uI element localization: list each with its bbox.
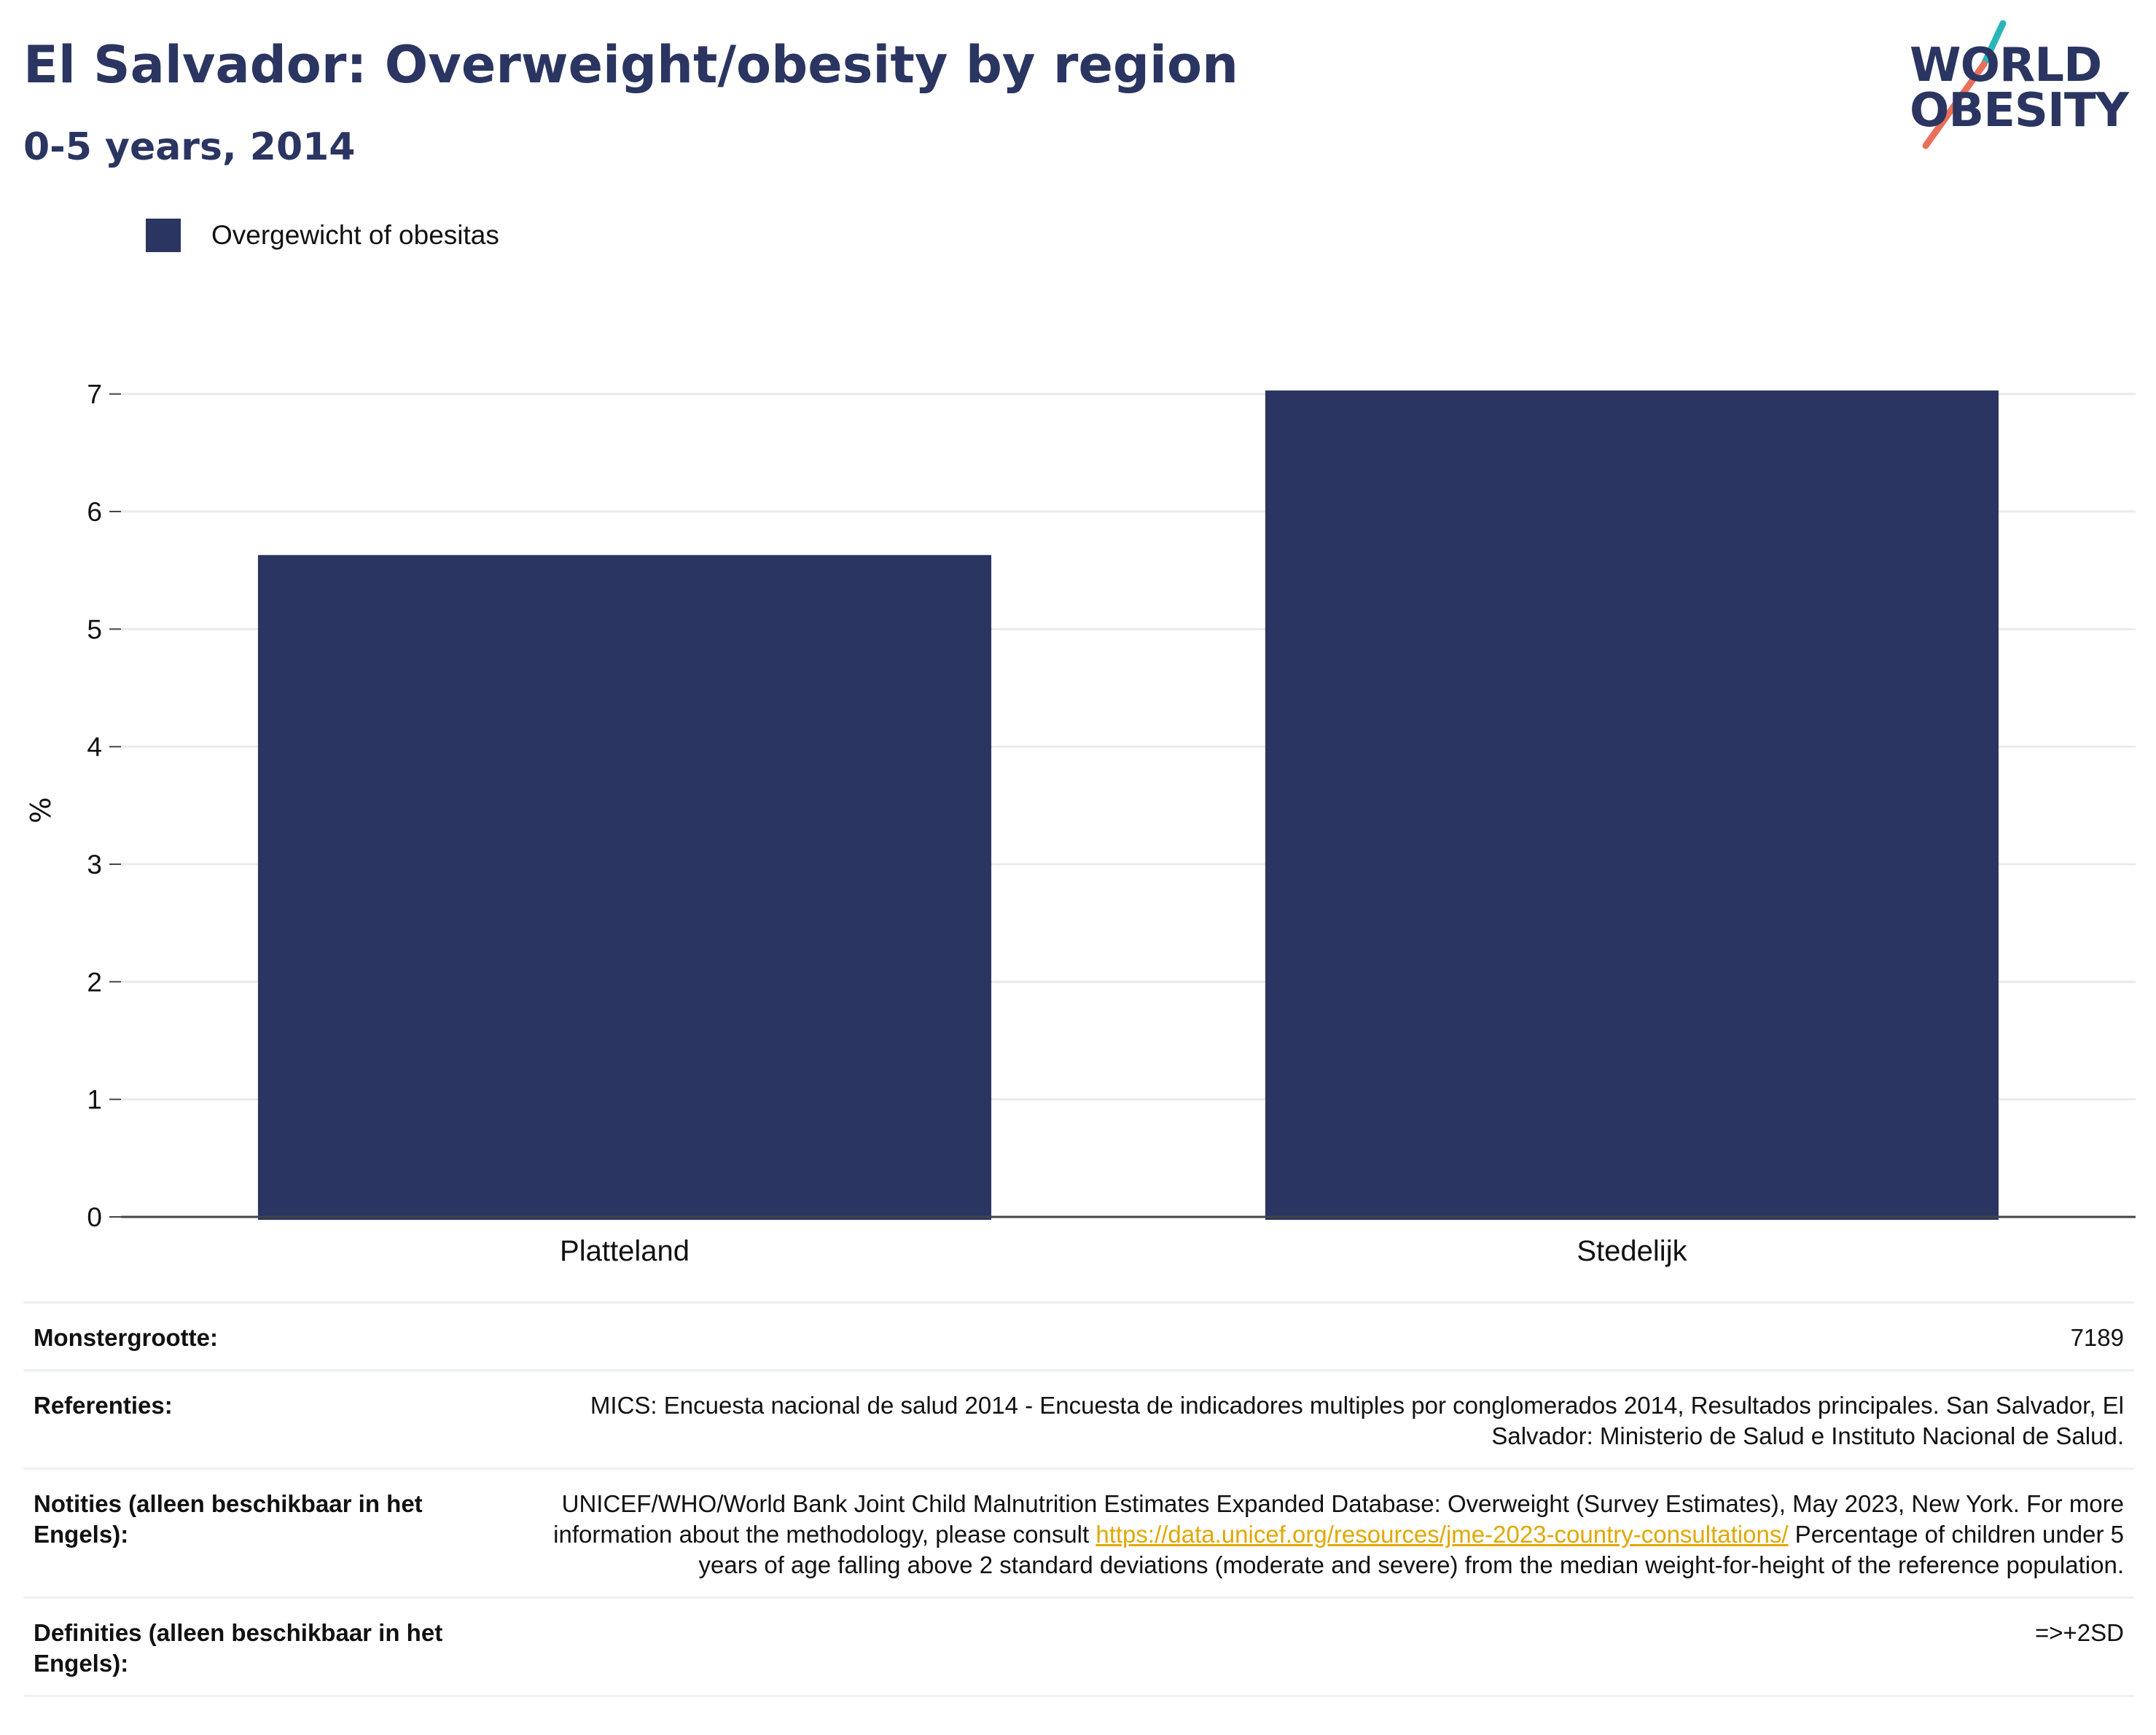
notes-label: Notities (alleen beschikbaar in het Enge… (34, 1490, 423, 1548)
logo-text-obesity: OBESITY (1910, 84, 2129, 138)
definitions-label: Definities (alleen beschikbaar in het En… (34, 1619, 443, 1677)
y-tick-label: 5 (87, 614, 102, 644)
unicef-link[interactable]: https://data.unicef.org/resources/jme-20… (1095, 1521, 1789, 1548)
definitions-row: Definities (alleen beschikbaar in het En… (23, 1597, 2134, 1697)
y-tick-label: 7 (87, 380, 102, 410)
logo-text-world: WORLD (1910, 39, 2102, 93)
bar-chart: 0 1 2 3 4 5 6 7 Platteland Stedelijk (87, 380, 2136, 1267)
y-tick-label: 3 (87, 850, 102, 880)
legend-swatch (146, 219, 181, 252)
chart-title: El Salvador: Overweight/obesity by regio… (23, 35, 1238, 95)
notes-value: UNICEF/WHO/World Bank Joint Child Malnut… (515, 1489, 2124, 1581)
references-row: Referenties: MICS: Encuesta nacional de … (23, 1369, 2134, 1468)
y-tick-label: 2 (87, 967, 102, 997)
definitions-value: =>+2SD (2034, 1619, 2124, 1646)
y-tick-label: 1 (87, 1085, 102, 1115)
legend-label: Overgewicht of obesitas (211, 220, 499, 250)
references-value: MICS: Encuesta nacional de salud 2014 - … (590, 1392, 2124, 1449)
notes-table: Monstergrootte: 7189 Referenties: MICS: … (23, 1301, 2134, 1697)
notes-text-before: UNICEF/WHO/World Bank Joint Child Malnut… (553, 1490, 2124, 1548)
y-tick-label: 6 (87, 497, 102, 527)
y-tick-label: 4 (87, 732, 102, 762)
bar-stedelijk[interactable] (1265, 390, 1999, 1220)
x-tick-label: Stedelijk (1577, 1235, 1687, 1267)
x-tick-label: Platteland (560, 1235, 690, 1267)
logo-slash-icon (1922, 20, 2007, 149)
sample-size-value: 7189 (2070, 1324, 2124, 1351)
bar-platteland[interactable] (257, 555, 992, 1220)
chart-subtitle: 0-5 years, 2014 (23, 125, 356, 169)
references-label: Referenties: (34, 1392, 173, 1419)
sample-size-row: Monstergrootte: 7189 (23, 1301, 2134, 1369)
y-tick-label: 0 (87, 1202, 102, 1232)
world-obesity-logo: WORLD OBESITY (1895, 20, 2136, 159)
notes-row: Notities (alleen beschikbaar in het Enge… (23, 1468, 2134, 1597)
sample-size-label: Monstergrootte: (34, 1324, 218, 1351)
notes-text-after: Percentage of children under 5 years of … (698, 1521, 2125, 1578)
